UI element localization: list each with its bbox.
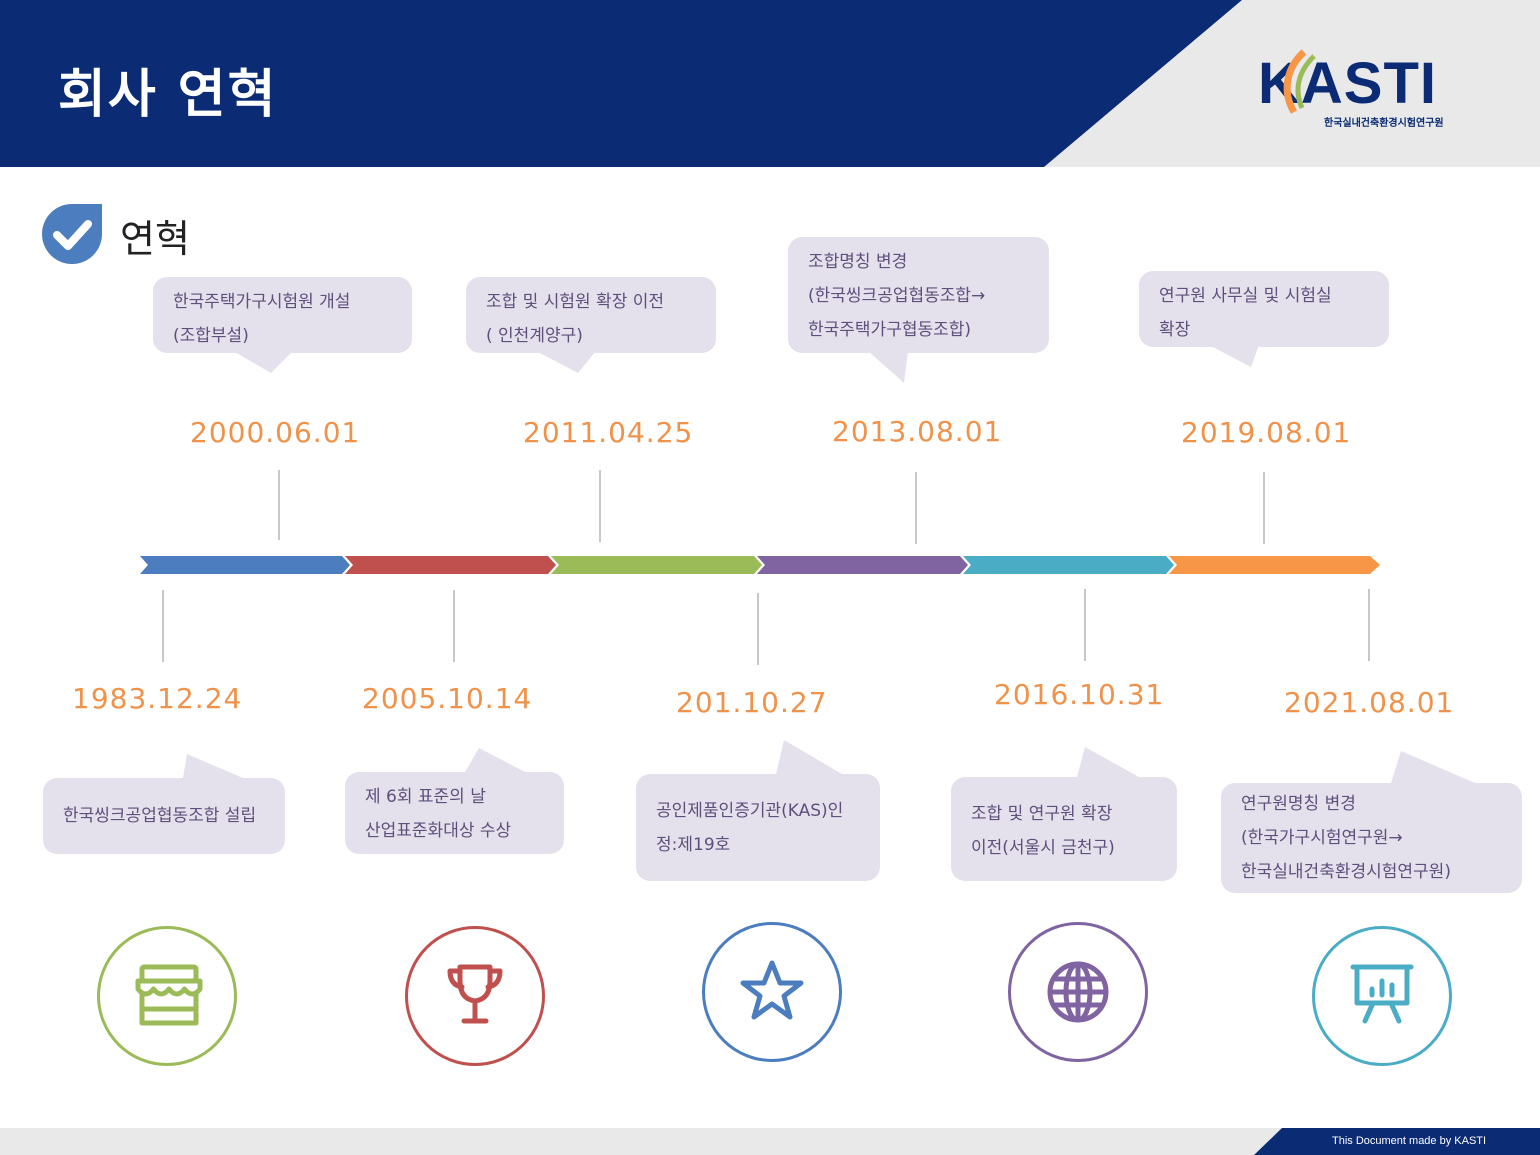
header: 회사 연혁 KASTI 한국실내건축환경시험연구원 [0, 0, 1540, 167]
event-text: 확장 [1159, 320, 1191, 340]
event-text: 조합명칭 변경 [808, 252, 908, 272]
footer: This Document made by KASTI [0, 1128, 1540, 1155]
store-icon-circle [97, 926, 237, 1066]
timeline-segment-3 [551, 556, 762, 574]
event-date: 2013.08.01 [832, 415, 1003, 448]
event-text: 한국씽크공업협동조합 설립 [63, 806, 257, 826]
connector-line [757, 593, 759, 665]
event-bubble-2000: 한국주택가구시험원 개설 (조합부설) [153, 277, 412, 373]
event-text: 공인제품인증기관(KAS)인 [656, 801, 844, 821]
timeline-segment-1 [140, 556, 350, 574]
event-text: 연구원 사무실 및 시험실 [1159, 286, 1332, 306]
event-bubble-2010: 공인제품인증기관(KAS)인 정:제19호 [636, 740, 880, 881]
event-date: 1983.12.24 [72, 682, 243, 715]
event-text: 정:제19호 [656, 835, 731, 855]
star-icon [740, 960, 804, 1020]
logo-subtitle: 한국실내건축환경시험연구원 [1324, 118, 1444, 129]
store-icon [135, 964, 203, 1026]
timeline-segment-2 [345, 556, 556, 574]
event-date: 2016.10.31 [994, 678, 1165, 711]
event-date: 201.10.27 [676, 686, 828, 719]
event-text: 한국주택가구시험원 개설 [173, 292, 351, 312]
timeline-bar [140, 556, 1380, 574]
event-bubble-2016: 조합 및 연구원 확장 이전(서울시 금천구) [951, 747, 1177, 881]
connector-line [278, 470, 280, 540]
event-bubble-2011: 조합 및 시험원 확장 이전 ( 인천계양구) [466, 277, 716, 373]
bubble-tail [465, 748, 525, 772]
event-bubble-1983: 한국씽크공업협동조합 설립 [43, 754, 285, 854]
event-bubble-2005: 제 6회 표준의 날 산업표준화대상 수상 [345, 748, 564, 854]
event-text: 조합 및 시험원 확장 이전 [486, 292, 665, 312]
event-date: 2019.08.01 [1181, 416, 1352, 449]
connector-line [453, 590, 455, 662]
event-text: 제 6회 표준의 날 [365, 787, 486, 807]
connector-line [1084, 589, 1086, 661]
event-date: 2005.10.14 [362, 682, 533, 715]
check-icon [42, 204, 102, 264]
event-date: 2021.08.01 [1284, 686, 1455, 719]
connector-line [599, 470, 601, 542]
star-icon-circle [702, 922, 842, 1062]
event-text: 한국실내건축환경시험연구원) [1241, 862, 1451, 882]
bubble-tail [1391, 751, 1475, 783]
presentation-chart-icon [1350, 964, 1414, 1024]
timeline-segment-6 [1169, 556, 1380, 574]
event-date: 2011.04.25 [523, 416, 694, 449]
globe-icon-circle [1008, 922, 1148, 1062]
event-bubble-2021: 연구원명칭 변경 (한국가구시험연구원→ 한국실내건축환경시험연구원) [1221, 751, 1522, 893]
event-text: 연구원명칭 변경 [1241, 794, 1356, 814]
bubble-tail [233, 351, 293, 373]
bubble-tail [776, 740, 842, 774]
event-text: ( 인천계양구) [486, 326, 583, 346]
trophy-icon [447, 964, 503, 1024]
event-bubble-2019: 연구원 사무실 및 시험실 확장 [1139, 271, 1389, 367]
bubble-tail [183, 754, 243, 778]
event-text: 조합 및 연구원 확장 [971, 804, 1113, 824]
page-title: 회사 연혁 [58, 65, 278, 125]
bubble-tail [1209, 345, 1259, 367]
bubble-tail [536, 351, 596, 373]
event-text: 한국주택가구협동조합) [808, 320, 972, 340]
event-date: 2000.06.01 [190, 416, 361, 449]
timeline-segment-5 [963, 556, 1174, 574]
globe-icon [1047, 961, 1109, 1023]
presentation-chart-icon-circle [1312, 926, 1452, 1066]
event-text: 이전(서울시 금천구) [971, 838, 1115, 858]
header-navy-band [0, 0, 1242, 167]
connector-line [915, 472, 917, 544]
logo-swoosh-icon [1283, 49, 1316, 114]
event-bubble-2013: 조합명칭 변경 (한국씽크공업협동조합→ 한국주택가구협동조합) [788, 237, 1049, 383]
timeline-segment-4 [757, 556, 968, 574]
section-title: 연혁 [120, 217, 190, 261]
connector-line [162, 590, 164, 662]
footer-band [1254, 1128, 1540, 1155]
connector-line [1368, 589, 1370, 661]
bubble-tail [1077, 747, 1139, 777]
event-text: (한국가구시험연구원→ [1241, 828, 1403, 848]
connector-line [1263, 472, 1265, 544]
event-text: (한국씽크공업협동조합→ [808, 286, 986, 306]
kasti-logo: KASTI 한국실내건축환경시험연구원 [1258, 49, 1468, 130]
bubble-tail [868, 351, 908, 383]
trophy-icon-circle [405, 926, 545, 1066]
event-text: (조합부설) [173, 326, 249, 346]
footer-text: This Document made by KASTI [1332, 1135, 1487, 1147]
event-text: 산업표준화대상 수상 [365, 821, 512, 841]
